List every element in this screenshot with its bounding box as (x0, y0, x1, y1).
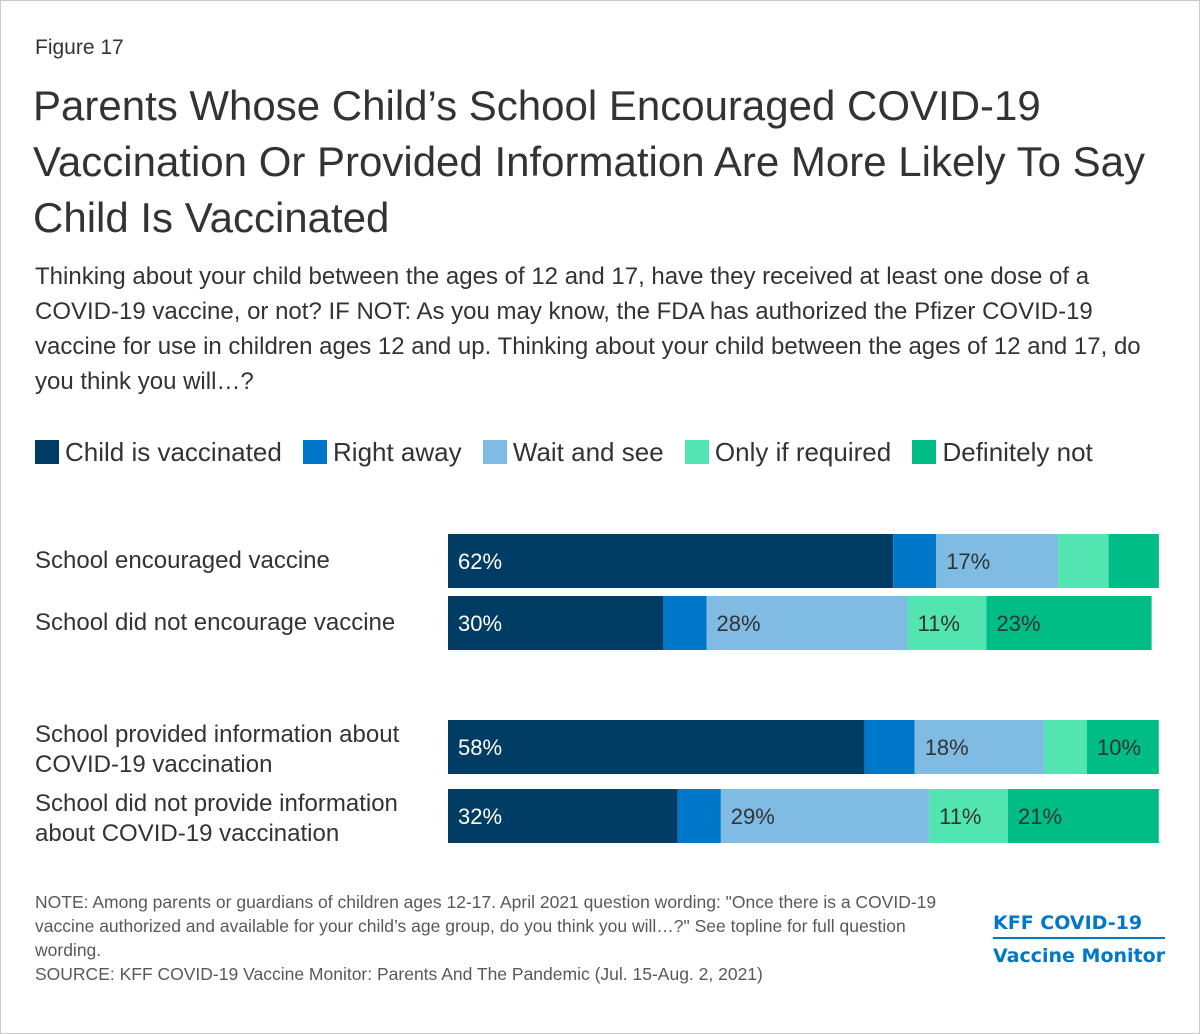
data-label: 17% (946, 549, 990, 574)
row-label-line: School encouraged vaccine (35, 547, 330, 574)
bar-segment (448, 720, 865, 774)
chart-notes: NOTE: Among parents or guardians of chil… (35, 890, 975, 986)
data-label: 21% (1018, 804, 1062, 829)
data-label: 11% (918, 611, 960, 636)
figure-label: Figure 17 (35, 36, 124, 59)
row-label-school-did-not-encourage: School did not encourage vaccine (35, 608, 445, 638)
data-label: 28% (717, 611, 761, 636)
bar-segment (720, 789, 929, 843)
data-label: 29% (731, 804, 775, 829)
row-label-line: School did not provide information (35, 790, 398, 817)
note-text: NOTE: Among parents or guardians of chil… (35, 892, 937, 960)
logo-line2: Vaccine Monitor (993, 945, 1166, 967)
legend-item-definitely-not: Definitely not (912, 437, 1093, 467)
legend-item-wait-and-see: Wait and see (482, 437, 664, 467)
legend-label: Only if required (714, 437, 892, 467)
chart-subtitle: Thinking about your child between the ag… (35, 263, 1141, 395)
legend-label: Definitely not (942, 437, 1093, 467)
logo-line1: KFF COVID-19 (993, 912, 1166, 939)
legend-swatch (482, 440, 507, 464)
data-label: 58% (458, 735, 502, 760)
row-label-line: School did not encourage vaccine (35, 609, 396, 636)
legend-swatch (35, 440, 59, 464)
bar-segment (706, 596, 908, 650)
row-label-school-encouraged: School encouraged vaccine (35, 546, 445, 576)
bar-segment (864, 720, 915, 774)
data-label: 23% (997, 611, 1041, 636)
legend-item-child-vaccinated: Child is vaccinated (35, 437, 282, 467)
bar-segment (907, 596, 987, 650)
bar-segment (1087, 720, 1159, 774)
chart-title: Parents Whose Child’s School Encouraged … (33, 82, 1145, 241)
row-label-line: about COVID-19 vaccination (35, 820, 340, 847)
bar-segment (677, 789, 721, 843)
legend-item-right-away: Right away (303, 437, 462, 467)
bar-segment (936, 534, 1059, 588)
bar-segment (448, 534, 894, 588)
bar-segment (448, 789, 678, 843)
row-label-line: COVID-19 vaccination (35, 751, 273, 778)
data-label: 32% (458, 804, 502, 829)
bar-segment (893, 534, 937, 588)
data-label: 62% (458, 549, 502, 574)
data-label: 18% (925, 735, 969, 760)
bar-segment (1008, 789, 1159, 843)
data-label: 11% (939, 804, 981, 829)
bar-segment (1058, 534, 1109, 588)
source-text: SOURCE: KFF COVID-19 Vaccine Monitor: Pa… (35, 964, 763, 984)
legend-label: Wait and see (512, 437, 664, 467)
bar-segment (929, 789, 1009, 843)
legend-swatch (303, 440, 328, 464)
bar-segment (986, 596, 1152, 650)
legend-label: Right away (333, 437, 462, 467)
row-label-school-did-not-provide-info: School did not provide information about… (35, 789, 445, 849)
row-label-school-provided-info: School provided information about COVID-… (35, 720, 445, 780)
data-label: 10% (1097, 735, 1141, 760)
data-label: 30% (458, 611, 502, 636)
legend-swatch (912, 440, 937, 464)
bar-segment (448, 596, 664, 650)
bar-segment (1043, 720, 1087, 774)
kff-logo: KFF COVID-19 Vaccine Monitor (993, 912, 1166, 967)
bar-segment (663, 596, 707, 650)
legend-swatch (684, 440, 709, 464)
legend-label: Child is vaccinated (65, 437, 282, 467)
chart-legend: Child is vaccinated Right away Wait and … (35, 432, 1145, 472)
bar-segment (914, 720, 1044, 774)
row-label-line: School provided information about (35, 721, 400, 748)
legend-item-only-if-required: Only if required (684, 437, 892, 467)
bar-segment (1108, 534, 1159, 588)
